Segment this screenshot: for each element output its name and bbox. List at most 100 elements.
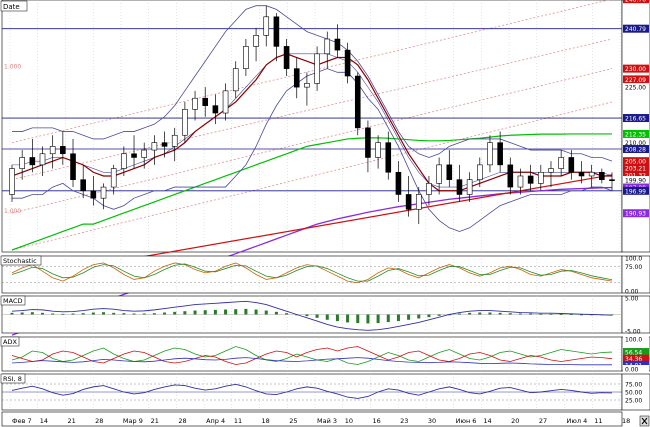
macd-bar-17	[183, 311, 187, 315]
candle-34[interactable]	[354, 75, 361, 129]
macd-bar-24	[254, 309, 258, 315]
candle-52[interactable]	[538, 171, 544, 184]
price-tick-box-6	[623, 129, 649, 138]
x-tick-12: 10	[345, 417, 353, 425]
stochastic-label: Stochastic	[3, 257, 37, 265]
candle-21[interactable]	[222, 90, 229, 114]
candle-49[interactable]	[507, 164, 514, 188]
candle-41[interactable]	[426, 183, 432, 195]
candle-51[interactable]	[527, 175, 534, 184]
candle-32[interactable]	[334, 38, 341, 51]
rsi-series-0	[11, 383, 613, 399]
candle-22[interactable]	[232, 68, 239, 92]
x-tick-14: 23	[400, 417, 408, 425]
candle-13[interactable]	[141, 149, 148, 158]
candle-29[interactable]	[304, 83, 310, 88]
macd-bar-18	[193, 310, 197, 315]
macd-bar-49	[508, 313, 512, 315]
price-tick-box-11	[623, 170, 649, 179]
candle-4[interactable]	[49, 146, 56, 155]
candle-2[interactable]	[29, 157, 36, 166]
candle-15[interactable]	[161, 142, 168, 147]
candle-17[interactable]	[182, 109, 188, 136]
candle-12[interactable]	[131, 153, 137, 158]
candle-10[interactable]	[110, 168, 117, 188]
price-tick-1: 240.79	[625, 26, 646, 33]
candle-7[interactable]	[80, 179, 86, 192]
x-tick-10: 25	[289, 417, 297, 425]
candle-26[interactable]	[273, 16, 280, 47]
candle-9[interactable]	[100, 186, 107, 199]
candle-40[interactable]	[415, 194, 422, 210]
candle-36[interactable]	[375, 142, 381, 158]
candle-31[interactable]	[324, 38, 331, 55]
candle-38[interactable]	[395, 171, 402, 195]
price-tick-2: 230.00	[625, 66, 646, 73]
candle-16[interactable]	[171, 134, 178, 147]
candle-11[interactable]	[121, 153, 127, 169]
candle-45[interactable]	[466, 179, 473, 195]
candle-3[interactable]	[39, 153, 46, 166]
price-tick-box-7	[623, 138, 649, 147]
candle-58[interactable]	[599, 171, 605, 180]
candle-39[interactable]	[405, 194, 412, 210]
price-tick-box-3	[623, 75, 649, 84]
candle-24[interactable]	[253, 35, 259, 47]
candle-37[interactable]	[385, 142, 392, 173]
price-tick-box-5	[623, 114, 649, 123]
candle-47[interactable]	[487, 142, 493, 166]
stochastic-label-box	[0, 255, 42, 266]
macd-bar-1	[20, 312, 24, 315]
price-tick-box-14	[623, 186, 649, 195]
stoch-axis-box	[621, 255, 650, 294]
candle-46[interactable]	[476, 164, 483, 180]
x-tick-17: 14	[483, 417, 491, 425]
candle-53[interactable]	[548, 168, 554, 173]
candle-5[interactable]	[60, 146, 66, 155]
candle-25[interactable]	[263, 16, 270, 36]
candle-43[interactable]	[446, 164, 453, 180]
candle-27[interactable]	[283, 46, 290, 69]
candle-0[interactable]	[9, 168, 15, 195]
candle-55[interactable]	[568, 157, 575, 173]
stochastic-panel[interactable]: 100.075.00 0.00	[1, 255, 650, 296]
x-tick-3: 28	[95, 417, 103, 425]
macd-label: MACD	[3, 297, 22, 305]
price-frame	[1, 0, 623, 253]
candle-23[interactable]	[243, 46, 249, 69]
macd-bar-46	[478, 312, 482, 315]
candle-28[interactable]	[293, 68, 300, 88]
rsi-tick-0: 75.00	[625, 382, 642, 389]
candle-6[interactable]	[70, 153, 76, 180]
candle-35[interactable]	[365, 127, 371, 158]
macd-panel[interactable]: 5.00 -5.00	[1, 296, 650, 336]
rsi-tick-1: 50.00	[625, 390, 642, 397]
x-tick-11: Май 3	[317, 417, 337, 425]
bollinger-lower	[12, 68, 613, 232]
candle-54[interactable]	[558, 157, 564, 169]
candle-14[interactable]	[151, 142, 158, 151]
price-panel-label: Date	[3, 3, 20, 11]
candle-48[interactable]	[497, 142, 503, 166]
candle-30[interactable]	[314, 53, 320, 84]
x-tick-0: Фев 7	[12, 417, 32, 425]
candle-50[interactable]	[517, 175, 524, 188]
candle-1[interactable]	[19, 157, 25, 169]
candle-8[interactable]	[90, 190, 97, 199]
price-panel[interactable]: 1.000 1.000 248.76 240.79 230.00 227.09225.00…	[1, 0, 650, 336]
candle-18[interactable]	[192, 97, 198, 110]
candle-33[interactable]	[344, 49, 351, 77]
close-icon[interactable]	[639, 415, 650, 427]
macd-bar-39	[407, 314, 411, 320]
candle-19[interactable]	[202, 97, 209, 106]
adx-tick-1: 56.54	[625, 350, 642, 357]
candle-57[interactable]	[588, 171, 595, 177]
candle-20[interactable]	[212, 105, 219, 114]
candle-59[interactable]	[609, 179, 615, 181]
candle-56[interactable]	[578, 171, 585, 177]
price-tick-box-9	[623, 157, 649, 166]
candle-42[interactable]	[436, 164, 442, 184]
candle-44[interactable]	[456, 179, 463, 195]
